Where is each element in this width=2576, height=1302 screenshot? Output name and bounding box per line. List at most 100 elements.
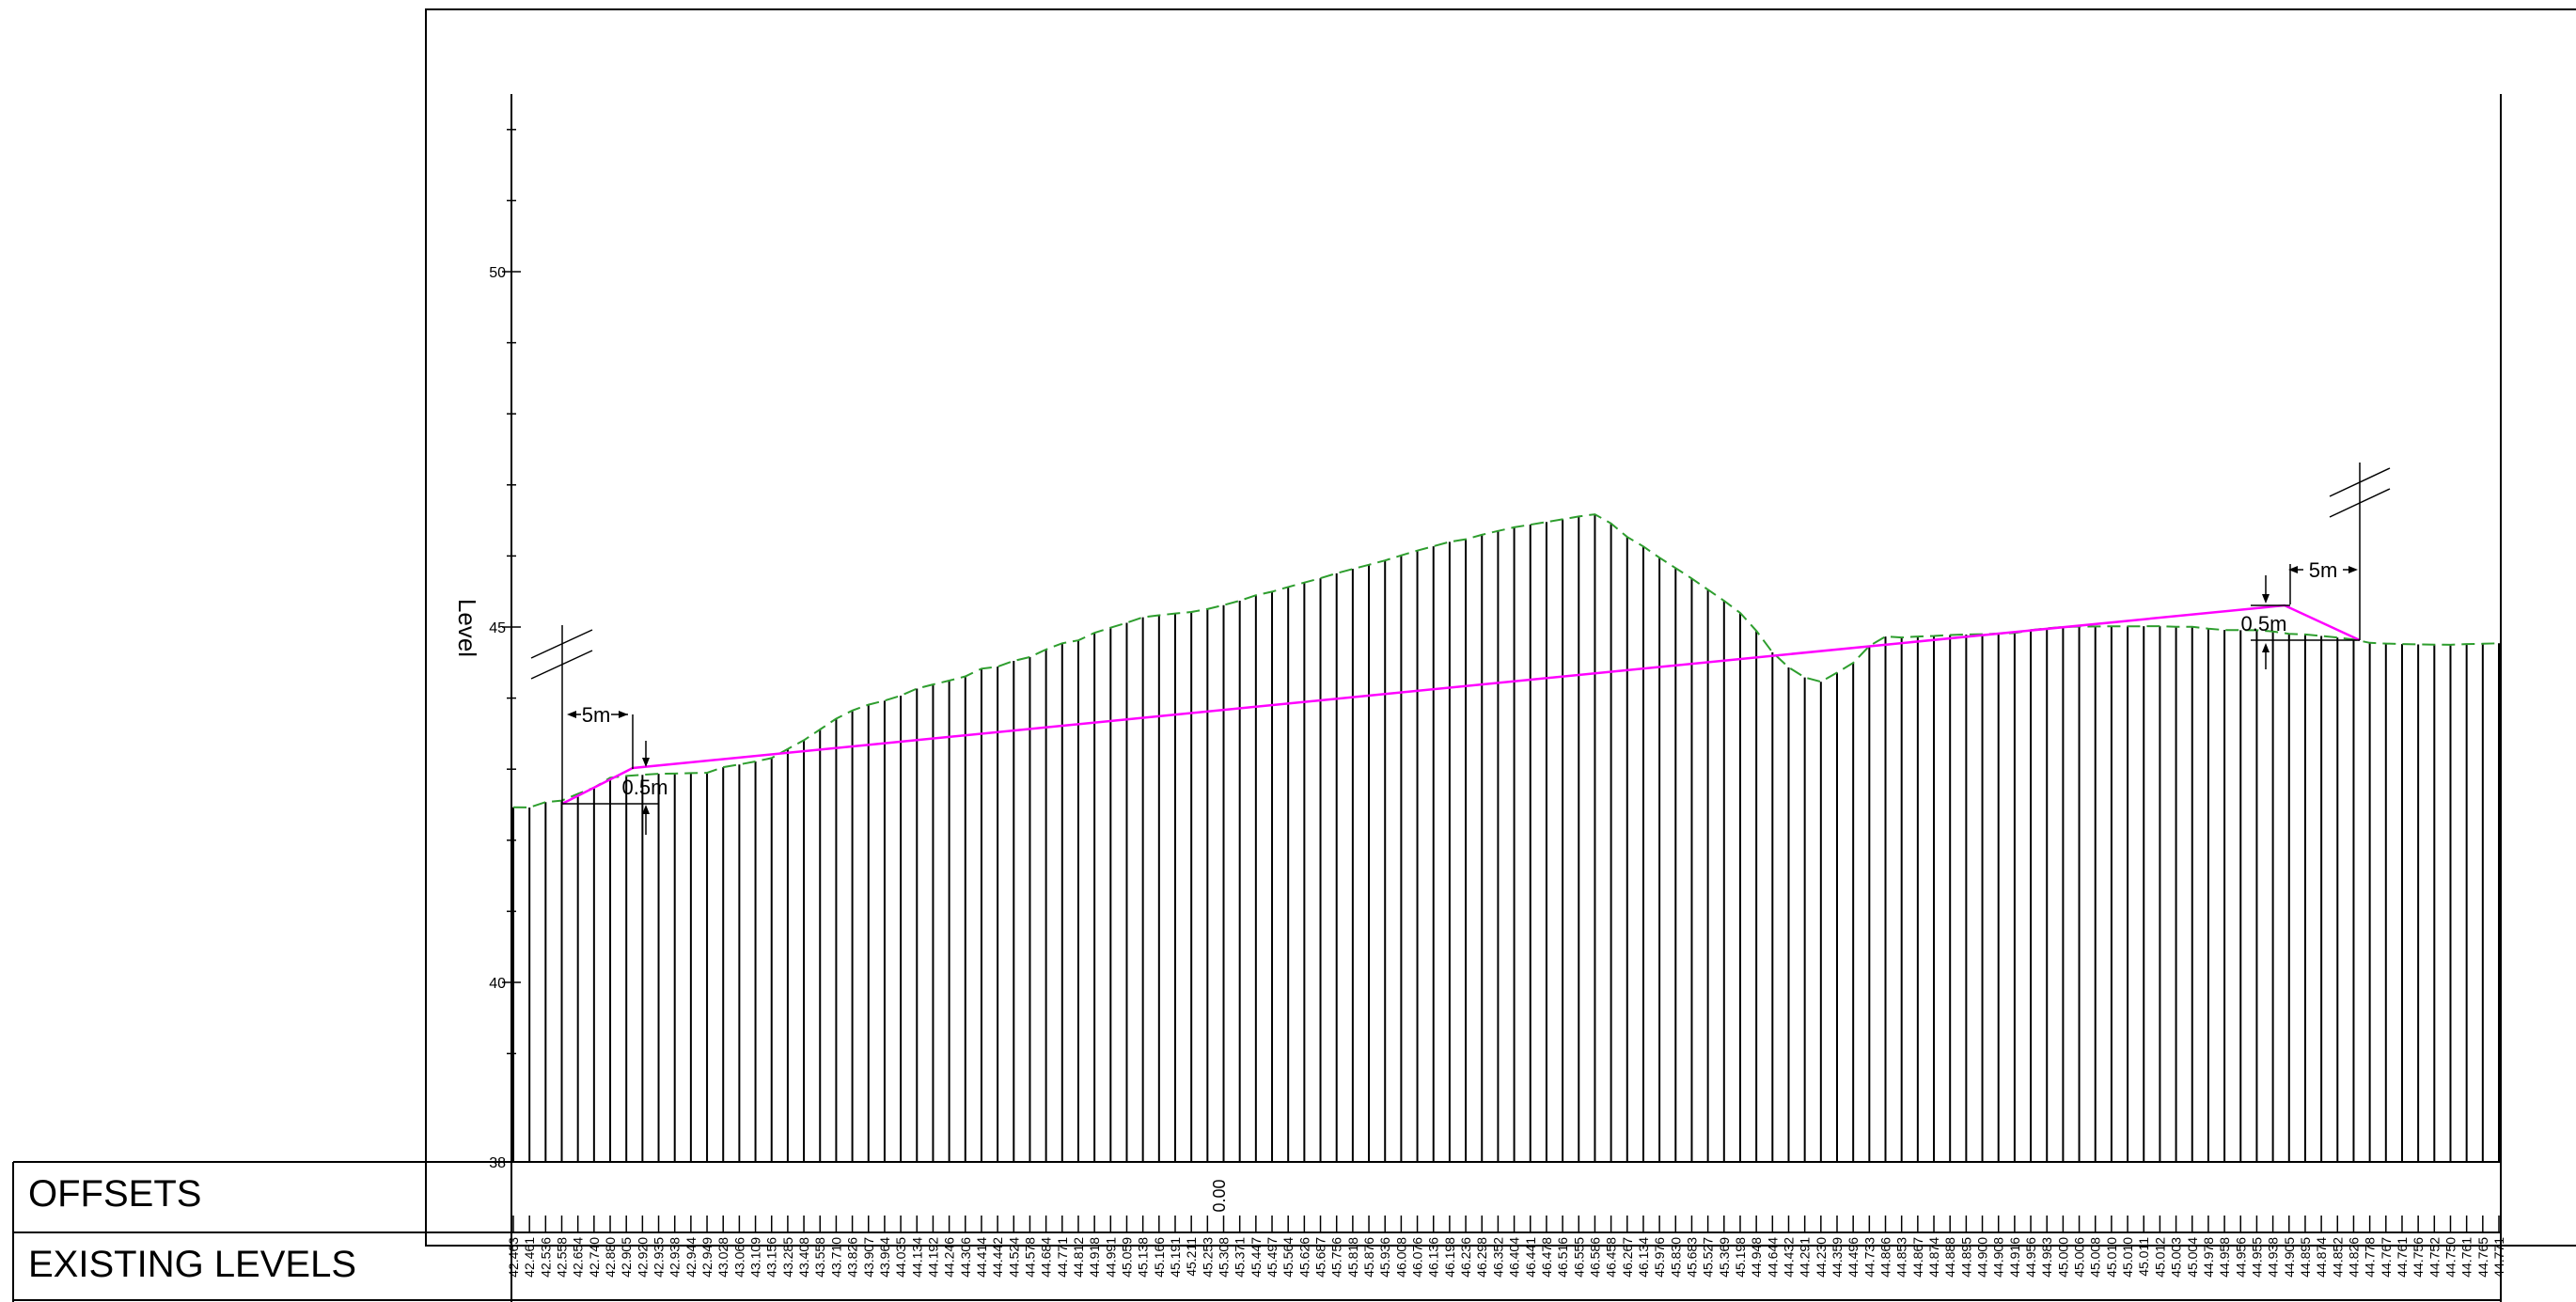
- existing-level-label: 44.442: [990, 1237, 1005, 1278]
- existing-level-label: 44.524: [1006, 1237, 1021, 1278]
- existing-level-label: 42.654: [571, 1237, 586, 1278]
- left-height-dimension: 0.5m: [622, 776, 668, 799]
- existing-level-label: 44.778: [2363, 1237, 2378, 1278]
- level-stations: [512, 514, 2500, 1232]
- right-width-dimension: 5m: [2309, 558, 2338, 582]
- right-break-mark: [2329, 488, 2391, 518]
- existing-level-label: 44.761: [2395, 1237, 2410, 1278]
- design-polyline: [561, 604, 2361, 806]
- existing-level-label: 45.683: [1685, 1237, 1700, 1278]
- existing-level-label: 43.109: [748, 1237, 763, 1278]
- existing-level-label: 44.812: [1071, 1237, 1086, 1278]
- existing-level-label: 43.028: [715, 1237, 730, 1278]
- existing-level-label: 44.867: [1910, 1237, 1925, 1278]
- arrow-head: [2262, 643, 2270, 652]
- existing-level-label: 46.458: [1604, 1237, 1619, 1278]
- existing-level-label: 45.059: [1120, 1237, 1135, 1278]
- existing-level-label: 44.895: [1958, 1237, 1973, 1278]
- ground-polyline: [512, 513, 2500, 808]
- existing-level-label: 44.905: [2282, 1237, 2297, 1278]
- existing-level-label: 44.756: [2411, 1237, 2426, 1278]
- existing-level-label: 44.908: [1991, 1237, 2006, 1278]
- existing-level-label: 42.905: [619, 1237, 634, 1278]
- existing-level-label: 45.371: [1233, 1237, 1248, 1278]
- existing-level-label: 44.134: [909, 1237, 924, 1278]
- existing-level-label: 42.740: [587, 1237, 602, 1278]
- existing-level-label: 44.414: [974, 1237, 989, 1278]
- existing-level-label: 44.874: [1926, 1237, 1941, 1278]
- existing-level-label: 46.404: [1507, 1237, 1522, 1278]
- existing-level-label: 44.874: [2314, 1237, 2329, 1278]
- existing-level-label: 46.516: [1555, 1237, 1570, 1278]
- existing-level-label: 44.955: [2249, 1237, 2264, 1278]
- existing-level-label: 45.003: [2169, 1237, 2184, 1278]
- existing-level-label: 46.586: [1587, 1237, 1602, 1278]
- level-axis: Level 50 45 40 38: [453, 129, 521, 1171]
- existing-level-label: 45.004: [2185, 1237, 2200, 1278]
- dimension-annotations: 5m 0.5m 5m 0.5m: [530, 463, 2391, 835]
- existing-level-label: 45.756: [1329, 1237, 1344, 1278]
- tick-label-50: 50: [489, 265, 506, 281]
- existing-level-label: 44.853: [1894, 1237, 1909, 1278]
- existing-level-label: 42.536: [538, 1237, 553, 1278]
- existing-level-label: 42.920: [635, 1237, 650, 1278]
- existing-level-label: 44.771: [2491, 1237, 2506, 1278]
- existing-level-label: 45.198: [1733, 1237, 1748, 1278]
- existing-level-label: 44.983: [2039, 1237, 2054, 1278]
- existing-level-label: 44.956: [2023, 1237, 2038, 1278]
- existing-level-label: 44.752: [2427, 1237, 2442, 1278]
- existing-level-label: 46.441: [1523, 1237, 1538, 1278]
- existing-level-label: 45.447: [1249, 1237, 1264, 1278]
- existing-level-label: 44.895: [2298, 1237, 2313, 1278]
- existing-level-label: 45.211: [1184, 1237, 1199, 1277]
- existing-level-label: 46.136: [1426, 1237, 1441, 1278]
- existing-level-label: 45.976: [1652, 1237, 1667, 1278]
- existing-level-label: 43.907: [861, 1237, 876, 1278]
- existing-level-label: 42.944: [683, 1237, 699, 1278]
- existing-level-label: 46.076: [1410, 1237, 1425, 1278]
- existing-level-label: 46.555: [1571, 1237, 1586, 1278]
- existing-level-label: 45.191: [1168, 1237, 1183, 1278]
- existing-level-label: 46.236: [1458, 1237, 1473, 1278]
- existing-level-label: 43.558: [812, 1237, 827, 1278]
- existing-level-label: 45.010: [2104, 1237, 2119, 1278]
- existing-level-label: 44.035: [893, 1237, 908, 1278]
- arrow-head: [642, 805, 650, 814]
- existing-level-label: 44.432: [1782, 1237, 1797, 1278]
- existing-ground-line: [512, 513, 2500, 808]
- existing-level-label: 45.936: [1377, 1237, 1392, 1278]
- existing-level-label: 43.964: [877, 1237, 892, 1278]
- right-height-dimension: 0.5m: [2241, 612, 2287, 635]
- existing-level-label: 46.134: [1636, 1237, 1651, 1278]
- existing-level-label: 44.578: [1023, 1237, 1038, 1278]
- arrow-head: [567, 711, 576, 718]
- existing-level-label: 45.564: [1280, 1237, 1296, 1278]
- left-width-dimension: 5m: [582, 703, 611, 727]
- existing-level-label: 43.408: [796, 1237, 811, 1278]
- existing-level-label: 46.478: [1539, 1237, 1554, 1278]
- existing-level-label: 44.765: [2475, 1237, 2490, 1278]
- existing-level-label: 45.497: [1264, 1237, 1280, 1278]
- axis-title-level: Level: [453, 599, 481, 657]
- arrow-head: [2348, 566, 2358, 573]
- existing-level-label: 44.684: [1039, 1237, 1054, 1278]
- existing-level-label: 46.008: [1393, 1237, 1408, 1278]
- existing-level-label: 46.352: [1490, 1237, 1505, 1278]
- existing-level-label: 45.626: [1296, 1237, 1312, 1278]
- tick-label-45: 45: [489, 620, 506, 636]
- existing-level-label: 42.938: [668, 1237, 683, 1278]
- existing-level-label: 42.463: [506, 1237, 521, 1278]
- existing-level-label: 44.900: [1975, 1237, 1990, 1278]
- tick-label-38: 38: [489, 1155, 506, 1171]
- existing-level-label: 44.948: [1749, 1237, 1764, 1278]
- existing-level-label: 45.308: [1217, 1237, 1232, 1278]
- existing-level-label: 45.876: [1361, 1237, 1376, 1278]
- existing-level-label: 45.000: [2055, 1237, 2070, 1278]
- existing-level-label: 44.359: [1830, 1237, 1845, 1278]
- existing-level-label: 42.558: [555, 1237, 570, 1278]
- existing-level-label: 44.496: [1846, 1237, 1861, 1278]
- right-break-mark: [2329, 467, 2391, 497]
- existing-level-label: 45.527: [1701, 1237, 1716, 1278]
- existing-level-label: 44.761: [2459, 1237, 2474, 1278]
- existing-level-label: 44.916: [2007, 1237, 2022, 1278]
